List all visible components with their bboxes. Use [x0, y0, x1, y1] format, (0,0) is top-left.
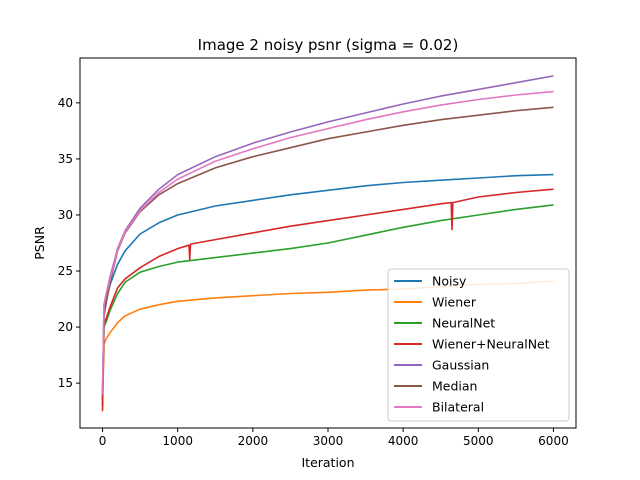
y-axis-label: PSNR — [32, 226, 47, 260]
y-tick-label: 40 — [58, 96, 73, 110]
y-tick-label: 30 — [58, 208, 73, 222]
series-line-3 — [101, 188, 554, 412]
legend-label: Wiener+NeuralNet — [432, 337, 550, 352]
series-line-5 — [101, 106, 554, 395]
y-tick-label: 25 — [58, 264, 73, 278]
x-tick-label: 2000 — [238, 434, 269, 448]
y-axis: 15 20 25 30 35 40 — [58, 96, 80, 390]
x-tick-label: 1000 — [162, 434, 193, 448]
series-layer — [101, 75, 554, 412]
legend-label: Gaussian — [432, 358, 489, 373]
y-tick-label: 35 — [58, 152, 73, 166]
x-tick-label: 3000 — [313, 434, 344, 448]
x-axis: 0 1000 2000 3000 4000 5000 6000 — [99, 428, 569, 448]
x-tick-label: 0 — [99, 434, 107, 448]
legend-label: Wiener — [432, 295, 477, 310]
y-tick-label: 20 — [58, 320, 73, 334]
y-tick-label: 15 — [58, 376, 73, 390]
x-tick-label: 6000 — [538, 434, 569, 448]
x-axis-label: Iteration — [301, 455, 354, 470]
chart-title: Image 2 noisy psnr (sigma = 0.02) — [198, 36, 459, 54]
legend-box — [387, 268, 570, 422]
x-tick-label: 5000 — [463, 434, 494, 448]
legend: Noisy Wiener NeuralNet Wiener+NeuralNet Gaus… — [387, 268, 570, 422]
series-line-2 — [101, 204, 554, 406]
legend-label: Bilateral — [432, 400, 484, 415]
legend-label: Median — [432, 379, 477, 394]
series-line-6 — [101, 90, 554, 395]
legend-label: NeuralNet — [432, 316, 495, 331]
legend-label: Noisy — [432, 274, 467, 289]
x-tick-label: 4000 — [388, 434, 419, 448]
